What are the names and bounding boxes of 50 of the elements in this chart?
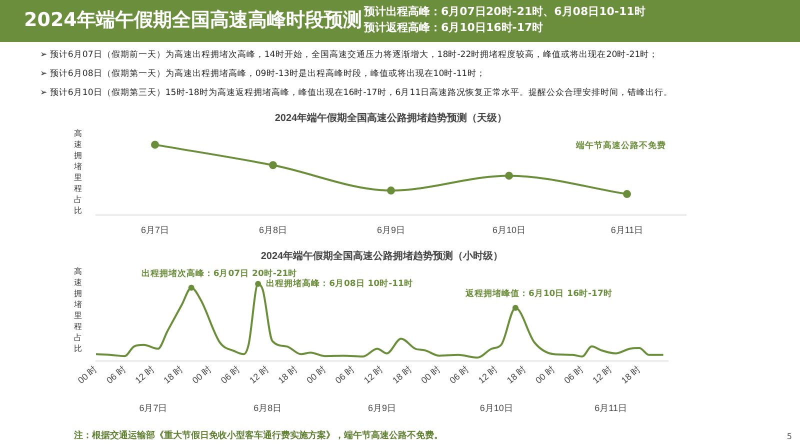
x-tick-label: 6月11日 [610,225,644,236]
y-axis-title: 高速拥堵里程占比 [73,129,82,215]
x-tick-label: 06 时 [562,364,586,386]
x-tick-label: 12 时 [476,364,500,386]
x-tick-label: 18 时 [276,364,300,386]
x2-tick-label: 6月11日 [594,403,627,414]
x-tick-label: 12 时 [133,364,156,386]
x-tick-label: 06 时 [104,364,128,386]
annotation: 出程拥堵次高峰：6月07日 20时-21时 [141,268,298,279]
x-tick-label: 18 时 [504,364,528,386]
y-axis-title: 高速拥堵里程占比 [73,267,82,353]
point [505,172,513,180]
x-tick-label: 18 时 [162,364,185,386]
point [623,190,631,198]
annotation: 返程拥堵峰值：6月10日 16时-17时 [464,288,612,300]
chart-title: 2024年端午假期全国高速公路拥堵趋势预测（小时级） [260,250,504,262]
x-tick-label: 00 时 [534,364,556,386]
text: 5 [786,432,792,441]
x-tick-label: 12 时 [590,364,614,386]
x-tick-label: 00 时 [190,364,214,386]
text: ➢ 预计6月08日（假期第一天）为高速出程拥堵高峰，09时-13时是出程高峰时段，峰值或将出现在10时-11时； [40,68,486,81]
text: 2024年端午假期全国高速高峰时段预测 [24,8,362,33]
point [151,140,159,149]
x-tick-label: 18 时 [390,364,414,386]
point [387,186,395,195]
x-tick-label: 18 时 [619,364,642,386]
x-tick-label: 6月9日 [376,225,406,236]
x-tick-label: 6月8日 [258,225,288,236]
x-tick-label: 06 时 [448,364,471,386]
annotation: 出程拥堵高峰：6月08日 10时-11时 [266,278,413,290]
x2-tick-label: 6月9日 [368,403,396,414]
chart-title: 2024年端午假期全国高速公路拥堵趋势预测（天级） [274,112,508,124]
annotation: 端午节高速公路不免费 [575,140,666,152]
x2-tick-label: 6月7日 [139,403,168,414]
x-tick-label: 6月10日 [492,225,526,236]
x-tick-label: 00 时 [304,364,328,386]
x2-tick-label: 6月8日 [254,403,282,414]
text: ➢ 预计6月07日（假期前一天）为高速出程拥堵次高峰，14时开始，全国高速交通压力将逐渐增大，18时-22时拥堵程度较高，峰值或将出现在20时-21时； [40,48,660,62]
text: ➢ 预计6月10日（假期第三天）15时-18时为高速返程拥堵高峰，峰值出现在16时-17时，6月11日高速路况恢复正常水平。提醒公众合理安排时间，错峰出行。 [40,86,673,100]
x-tick-label: 6月7日 [140,225,170,236]
point [269,161,277,170]
x-tick-label: 00 时 [419,364,442,386]
x-tick-label: 06 时 [218,364,242,386]
x-tick-label: 12 时 [362,364,385,386]
x2-tick-label: 6月10日 [480,403,513,414]
x-tick-label: 12 时 [248,364,270,386]
text: 预计出程高峰：6月07日20时-21时、6月08日10-11时预计返程高峰：6月10日16时-17时 [364,4,646,36]
x-tick-label: 06 时 [333,364,356,386]
text: 注：根据交通运输部《重大节假日免收小型客车通行费实施方案》，端午节高速公路不免费。 [74,429,443,442]
x-tick-label: 00 时 [76,364,99,386]
